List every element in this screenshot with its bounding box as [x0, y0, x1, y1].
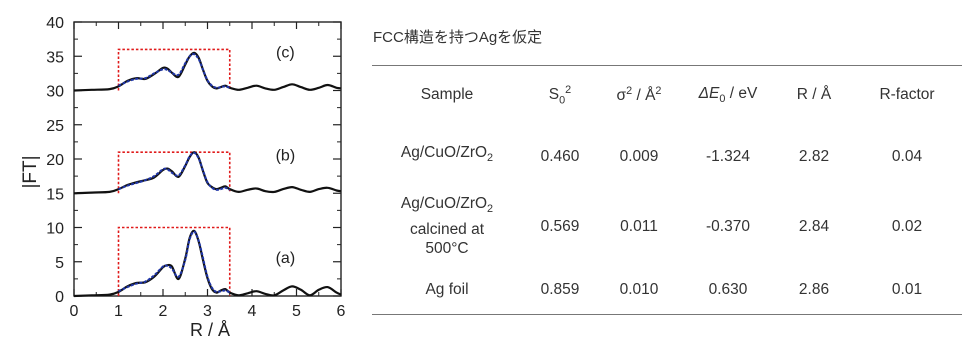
cell-sigma: 0.009	[619, 147, 659, 165]
header-sigma: σ2 / Å2	[616, 84, 662, 105]
x-tick-label: 2	[159, 303, 168, 320]
header-r: R / Å	[796, 86, 832, 103]
panel-label: (b)	[276, 147, 296, 164]
plot-area: 0 1 2 3 4 5 6 0 5 10 15 20 25 30 35 40 (a) (b) (c)	[46, 15, 345, 320]
cell-r-factor: 0.02	[891, 217, 923, 235]
y-tick-label: 5	[55, 255, 64, 272]
y-tick-label: 25	[46, 118, 64, 135]
x-tick-label: 5	[292, 303, 301, 320]
x-tick-label: 3	[203, 303, 212, 320]
y-tick-label: 0	[55, 289, 64, 306]
cell-s0: 0.569	[540, 217, 580, 235]
window-function	[117, 226, 231, 296]
cell-delta-e0: -1.324	[706, 147, 750, 165]
plot-frame	[73, 21, 342, 297]
fit-curve	[118, 53, 231, 89]
cell-r-factor: 0.01	[891, 280, 923, 298]
table-rule-bottom	[372, 314, 962, 315]
y-tick-label: 35	[46, 49, 64, 66]
x-tick-label: 0	[70, 303, 79, 320]
table-caption: FCC構造を持つAgを仮定	[373, 29, 543, 46]
table-row: Ag/CuO/ZrO2 calcined at 500°C 0.569 0.011 …	[372, 188, 962, 264]
y-tick-label: 15	[46, 186, 64, 203]
x-tick-label: 1	[114, 303, 123, 320]
panel-label: (c)	[276, 45, 295, 62]
experimental-curve	[73, 229, 342, 298]
table-row: Ag/CuO/ZrO2 0.460 0.009 -1.324 2.82 0.04	[372, 124, 962, 188]
cell-delta-e0: 0.630	[708, 280, 748, 298]
y-tick-label: 40	[46, 15, 64, 32]
ft-chart: 0 1 2 3 4 5 6 0 5 10 15 20 25 30 35 40 (a) (b) (c) |FT| R …	[20, 15, 346, 338]
x-tick-label: 4	[248, 303, 257, 320]
y-tick-label: 10	[46, 221, 64, 238]
cell-r: 2.86	[798, 280, 830, 298]
cell-s0: 0.859	[540, 280, 580, 298]
x-tick-label: 6	[337, 303, 346, 320]
cell-r: 2.82	[798, 147, 830, 165]
table-row: Ag foil 0.859 0.010 0.630 2.86 0.01	[372, 264, 962, 314]
fit-parameter-table: Sample S02 σ2 / Å2 ΔE0 / eV R / Å R-fact…	[372, 66, 962, 314]
table-header-row: Sample S02 σ2 / Å2 ΔE0 / eV R / Å R-fact…	[372, 66, 962, 124]
cell-sample: Ag/CuO/ZrO2 calcined at 500°C	[400, 195, 494, 257]
experimental-curve	[73, 51, 342, 92]
window-function	[117, 48, 231, 91]
experimental-curve	[73, 151, 342, 195]
axis-labels: |FT| R / Å	[20, 155, 230, 338]
cell-r-factor: 0.04	[891, 147, 923, 165]
cell-s0: 0.460	[540, 147, 580, 165]
header-r-factor: R-factor	[879, 86, 935, 103]
table-rule-top	[372, 65, 962, 66]
cell-sample: Ag/CuO/ZrO2	[400, 144, 494, 165]
cell-delta-e0: -0.370	[706, 217, 750, 235]
header-sample: Sample	[420, 86, 474, 103]
header-delta-e0: ΔE0 / eV	[698, 84, 758, 106]
x-axis-label: R / Å	[190, 320, 230, 338]
header-s0: S02	[548, 83, 572, 107]
fit-curve	[118, 151, 231, 191]
cell-sample: Ag foil	[425, 280, 469, 298]
window-function	[117, 151, 231, 194]
cell-sigma: 0.011	[620, 217, 658, 235]
cell-sigma: 0.010	[619, 280, 659, 298]
panel-label: (a)	[276, 250, 296, 267]
fit-curve	[118, 230, 231, 294]
y-tick-label: 20	[46, 152, 64, 169]
y-axis-label: |FT|	[20, 155, 41, 188]
cell-r: 2.84	[798, 217, 830, 235]
y-tick-label: 30	[46, 84, 64, 101]
